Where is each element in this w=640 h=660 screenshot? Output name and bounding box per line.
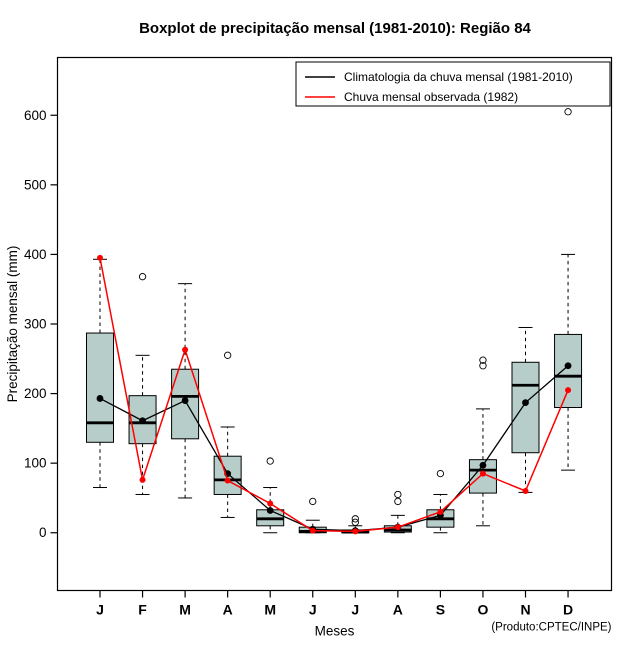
x-tick-label: S bbox=[436, 602, 445, 618]
outlier-point bbox=[138, 273, 147, 281]
series-point bbox=[139, 417, 146, 425]
series-point bbox=[479, 470, 486, 477]
y-tick-label: 200 bbox=[24, 386, 47, 401]
series-point bbox=[352, 528, 359, 535]
x-tick-label: J bbox=[96, 602, 104, 618]
outlier-point bbox=[351, 515, 359, 523]
x-axis-label: Meses bbox=[315, 624, 355, 639]
x-tick-label: A bbox=[223, 602, 233, 618]
x-tick-label: N bbox=[520, 602, 530, 618]
y-tick-label: 400 bbox=[24, 247, 47, 262]
boxplot-month-M-4 bbox=[256, 457, 285, 534]
boxplot-month-N-10 bbox=[511, 326, 540, 493]
y-tick-label: 0 bbox=[39, 525, 47, 540]
series-point bbox=[97, 254, 103, 261]
series-point bbox=[437, 508, 444, 515]
legend: Climatologia da chuva mensal (1981-2010)… bbox=[295, 61, 611, 107]
outlier-point bbox=[564, 108, 572, 116]
boxplot-month-A-3 bbox=[213, 351, 242, 518]
x-tick-label: M bbox=[264, 602, 276, 618]
outlier-point bbox=[479, 356, 487, 364]
series-point bbox=[522, 487, 529, 494]
series-point bbox=[564, 362, 572, 370]
outlier-point bbox=[394, 497, 402, 506]
x-tick-label: O bbox=[478, 602, 489, 618]
legend-label: Climatologia da chuva mensal (1981-2010) bbox=[344, 70, 573, 84]
outlier-point bbox=[479, 362, 487, 370]
y-tick-label: 300 bbox=[24, 317, 47, 332]
x-tick-label: J bbox=[309, 602, 317, 618]
series-point bbox=[267, 500, 274, 507]
series-point bbox=[182, 346, 189, 353]
boxplot-month-D-11 bbox=[554, 108, 583, 471]
boxplot-month-M-2 bbox=[171, 283, 200, 499]
y-tick-label: 500 bbox=[24, 177, 47, 192]
outlier-point bbox=[266, 457, 274, 465]
series-point bbox=[96, 395, 104, 402]
series-climatology bbox=[96, 362, 572, 535]
outlier-point bbox=[394, 490, 402, 499]
series-point bbox=[139, 476, 146, 483]
series-point bbox=[224, 477, 231, 484]
outlier-point bbox=[223, 351, 232, 359]
y-axis-label: Precipitação mensal (mm) bbox=[5, 246, 20, 403]
series-point bbox=[181, 397, 189, 404]
x-tick-label: D bbox=[563, 602, 573, 618]
plot-border bbox=[56, 56, 613, 592]
series-point bbox=[565, 387, 572, 394]
x-tick-label: M bbox=[179, 602, 191, 618]
x-tick-label: A bbox=[393, 602, 403, 618]
y-tick-label: 100 bbox=[24, 456, 47, 471]
series-point bbox=[394, 524, 401, 531]
series-observed bbox=[97, 254, 572, 535]
outlier-point bbox=[436, 469, 445, 478]
series-point bbox=[266, 507, 274, 514]
series-point bbox=[309, 527, 316, 534]
y-tick-label: 600 bbox=[24, 108, 47, 123]
legend-label: Chuva mensal observada (1982) bbox=[344, 90, 518, 104]
series-point bbox=[479, 461, 487, 469]
chart-title: Boxplot de precipitação mensal (1981-201… bbox=[139, 20, 531, 37]
outlier-point bbox=[351, 518, 359, 526]
series-point bbox=[522, 399, 529, 407]
boxplot-month-J-0 bbox=[86, 258, 114, 489]
x-tick-label: J bbox=[351, 602, 359, 618]
boxplot-month-F-1 bbox=[128, 273, 157, 495]
boxplot-month-S-8 bbox=[426, 469, 455, 534]
credit-label: (Produto:CPTEC/INPE) bbox=[491, 622, 611, 634]
outlier-point bbox=[309, 497, 317, 506]
boxplot-month-O-9 bbox=[468, 356, 497, 527]
x-tick-label: F bbox=[138, 602, 147, 618]
